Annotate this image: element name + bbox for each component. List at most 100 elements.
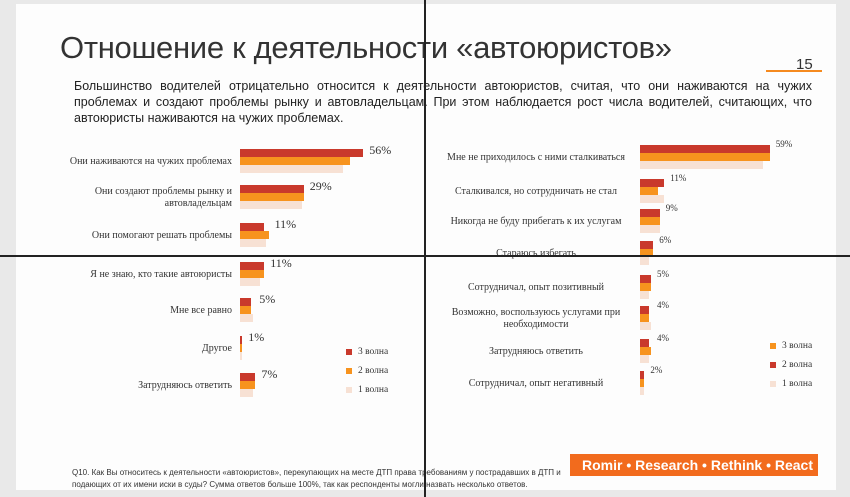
- legend-swatch: [346, 386, 352, 393]
- title-accent-line: [766, 70, 822, 72]
- bar-wave2: [640, 283, 651, 291]
- bar-wave3: [240, 223, 265, 231]
- category-label: Стараюсь избегать: [496, 248, 576, 259]
- bar-wave3: [240, 262, 265, 270]
- category-label: Возможно, воспользуюсь услугами при необ…: [451, 307, 621, 330]
- legend-label: 1 волна: [358, 384, 389, 395]
- category-label: Они создают проблемы рынку и автовладель…: [94, 186, 232, 209]
- bar-wave2: [240, 344, 243, 352]
- bar-wave2: [240, 193, 304, 201]
- category-label: Мне не приходилось с ними сталкиваться: [447, 152, 625, 163]
- category-label: Сталкивался, но сотрудничать не стал: [455, 186, 617, 197]
- value-label: 1%: [248, 330, 265, 344]
- bar-wave3: [640, 209, 660, 217]
- page-title: Отношение к деятельности «автоюристов»: [60, 30, 672, 65]
- legend-swatch: [770, 361, 776, 368]
- value-label: 5%: [259, 292, 276, 306]
- bar-wave1: [240, 389, 254, 397]
- bar-wave2: [640, 347, 651, 355]
- bar-wave3: [640, 241, 654, 249]
- legend-label: 2 волна: [782, 359, 813, 370]
- value-label: 11%: [274, 217, 297, 231]
- category-label: Другое: [201, 343, 232, 354]
- bar-wave1: [640, 387, 645, 395]
- value-label: 2%: [650, 365, 663, 375]
- value-label: 4%: [657, 300, 669, 310]
- value-label: 11%: [270, 256, 292, 270]
- left-legend: 3 волна 2 волна 1 волна: [346, 342, 388, 399]
- value-label: 11%: [670, 173, 687, 183]
- frame-divider-vertical: [424, 0, 426, 497]
- bar-wave2: [240, 306, 251, 314]
- category-label: Они наживаются на чужих проблемах: [69, 156, 232, 167]
- bar-wave1: [240, 352, 243, 360]
- lead-text: Большинство водителей отрицательно относ…: [74, 79, 812, 125]
- legend-item: 3 волна: [770, 336, 812, 355]
- page-number: 15: [796, 56, 813, 73]
- legend-swatch: [770, 380, 776, 387]
- value-label: 29%: [309, 179, 332, 193]
- bar-wave3: [240, 298, 251, 306]
- legend-label: 1 волна: [782, 378, 813, 389]
- brand-slogan: Romir • Research • Rethink • React: [582, 457, 813, 473]
- bar-wave2: [640, 153, 770, 161]
- value-label: 59%: [775, 139, 793, 149]
- bar-wave1: [240, 201, 302, 209]
- slide: [16, 4, 836, 490]
- legend-item: 2 волна: [346, 361, 388, 380]
- bar-wave1: [640, 355, 649, 363]
- bar-wave1: [640, 161, 764, 169]
- bar-wave3: [640, 306, 649, 314]
- value-label: 9%: [665, 203, 678, 213]
- bar-wave1: [640, 291, 649, 299]
- legend-item: 2 волна: [770, 355, 812, 374]
- category-label: Они помогают решать проблемы: [91, 230, 232, 241]
- bar-wave2: [640, 249, 654, 257]
- category-label: Никогда не буду прибегать к их услугам: [450, 216, 622, 227]
- bar-wave2: [240, 157, 350, 165]
- bar-wave2: [640, 187, 658, 195]
- bar-wave3: [640, 179, 665, 187]
- bar-wave2: [640, 314, 649, 322]
- legend-item: 1 волна: [770, 374, 812, 393]
- value-label: 56%: [369, 143, 392, 157]
- bar-wave2: [640, 217, 660, 225]
- bar-wave3: [240, 185, 304, 193]
- value-label: 7%: [261, 367, 278, 381]
- bar-wave1: [240, 314, 254, 322]
- legend-label: 2 волна: [358, 365, 389, 376]
- legend-swatch: [770, 342, 776, 349]
- frame-divider-horizontal: [0, 255, 850, 257]
- bar-wave3: [640, 371, 645, 379]
- brand-bar: [570, 454, 818, 476]
- bar-wave1: [640, 195, 665, 203]
- category-label: Сотрудничал, опыт позитивный: [467, 282, 605, 293]
- legend-item: 3 волна: [346, 342, 388, 361]
- bar-wave1: [640, 257, 649, 265]
- right-legend: 3 волна 2 волна 1 волна: [770, 336, 812, 393]
- value-label: 6%: [659, 235, 672, 245]
- bar-wave2: [240, 270, 265, 278]
- bar-wave1: [240, 165, 344, 173]
- value-label: 4%: [657, 333, 669, 343]
- question-footnote: Q10. Как Вы относитесь к деятельности «а…: [72, 468, 561, 489]
- category-label: Затрудняюсь ответить: [138, 380, 232, 391]
- bar-wave2: [640, 379, 645, 387]
- bar-wave3: [240, 149, 364, 157]
- bar-wave1: [240, 239, 267, 247]
- bar-wave3: [640, 275, 651, 283]
- bar-wave1: [640, 225, 660, 233]
- legend-swatch: [346, 348, 352, 355]
- category-label: Затрудняюсь ответить: [489, 346, 583, 357]
- legend-item: 1 волна: [346, 380, 388, 399]
- bar-wave3: [240, 373, 256, 381]
- bar-wave2: [240, 231, 269, 239]
- bar-wave3: [240, 336, 243, 344]
- bar-wave2: [240, 381, 256, 389]
- legend-swatch: [346, 367, 352, 374]
- bar-wave1: [240, 278, 260, 286]
- category-label: Мне все равно: [170, 305, 232, 316]
- legend-label: 3 волна: [358, 346, 389, 357]
- bar-wave1: [640, 322, 651, 330]
- category-label: Я не знаю, кто такие автоюристы: [90, 269, 232, 280]
